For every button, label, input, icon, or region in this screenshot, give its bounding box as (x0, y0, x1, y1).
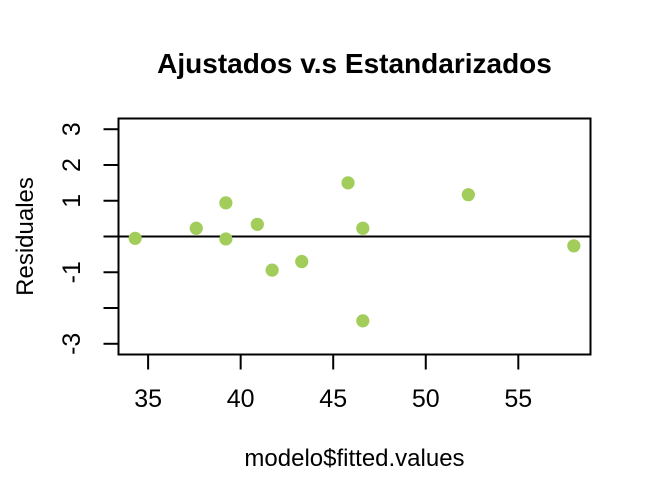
x-axis-title: modelo$fitted.values (244, 445, 464, 472)
y-tick-label: 1 (58, 194, 86, 208)
chart-title: Ajustados v.s Estandarizados (157, 48, 552, 79)
x-tick-label: 45 (319, 385, 347, 413)
x-tick-label: 55 (504, 385, 532, 413)
data-point (219, 196, 233, 210)
x-tick-label: 40 (227, 385, 255, 413)
data-point (250, 217, 264, 231)
axis-tick-labels: 35 40 45 50 55 3 2 1 -1 -3 (58, 122, 532, 413)
data-point (356, 314, 370, 328)
data-point (219, 232, 233, 246)
data-point (189, 221, 203, 235)
y-tick-label: -3 (58, 333, 86, 355)
plot-border-box (117, 117, 592, 356)
data-point (567, 239, 581, 253)
x-tick-label: 50 (412, 385, 440, 413)
data-point (356, 221, 370, 235)
data-point (461, 188, 475, 202)
data-point (295, 254, 309, 269)
y-tick-label: -1 (58, 261, 86, 283)
data-point (341, 176, 355, 190)
y-tick-label: 2 (58, 158, 86, 172)
axis-ticks (103, 128, 520, 370)
data-point (128, 231, 142, 245)
data-points-group (128, 176, 581, 328)
x-tick-label: 35 (134, 385, 162, 413)
data-point (265, 263, 279, 277)
y-tick-label: 3 (58, 122, 86, 136)
y-axis-title: Residuales (12, 177, 39, 296)
